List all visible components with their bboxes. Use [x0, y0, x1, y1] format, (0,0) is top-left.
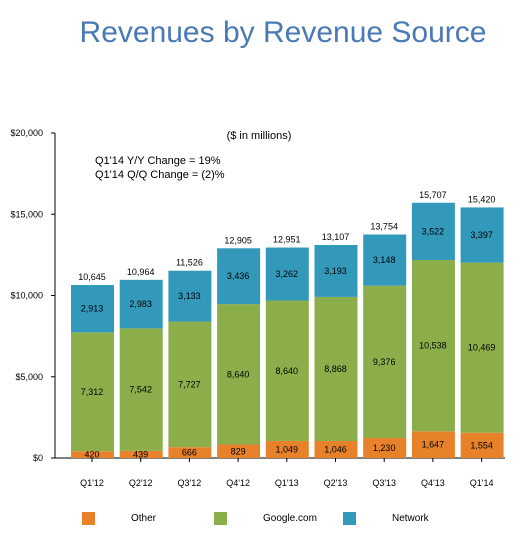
data-label: 3,148: [373, 255, 396, 265]
bar-segment-network: [265, 247, 309, 301]
data-label: 7,542: [129, 385, 152, 395]
bar-segment-network: [217, 248, 261, 305]
total-label: 12,905: [224, 235, 252, 245]
bar-segment-other: [314, 441, 358, 458]
bar-segment-google-com: [460, 262, 504, 433]
x-tick-label: Q2'12: [129, 478, 153, 488]
data-label: 10,469: [468, 343, 496, 353]
total-label: 10,964: [127, 267, 155, 277]
data-label: 1,230: [373, 443, 396, 453]
total-label: 10,645: [78, 272, 106, 282]
x-tick-label: Q3'13: [372, 478, 396, 488]
bar-segment-google-com: [411, 259, 455, 432]
legend-label-other: Other: [131, 513, 157, 524]
y-tick-label: $20,000: [10, 128, 43, 138]
data-label: 3,397: [470, 230, 493, 240]
data-label: 3,436: [227, 271, 250, 281]
x-tick-label: Q2'13: [324, 478, 348, 488]
bar-segment-network: [363, 234, 407, 286]
bar-segment-other: [363, 438, 407, 458]
legend-swatch-network: [343, 512, 356, 525]
data-label: 9,376: [373, 357, 396, 367]
data-label: 3,262: [276, 269, 299, 279]
bar-segment-google-com: [168, 321, 212, 448]
legend-item-google: Google.com: [214, 512, 317, 525]
annotation-yy-change: Q1'14 Y/Y Change = 19%: [95, 155, 221, 167]
y-tick-label: $0: [33, 453, 43, 463]
data-label: 2,913: [81, 304, 104, 314]
y-tick-label: $15,000: [10, 209, 43, 219]
bar-segment-google-com: [265, 300, 309, 441]
bar-segment-network: [71, 285, 114, 333]
legend-item-network: Network: [343, 512, 429, 525]
data-label: 666: [182, 448, 197, 458]
bar-segment-network: [168, 270, 212, 322]
data-label: 1,554: [470, 440, 493, 450]
legend-item-other: Other: [82, 512, 156, 525]
data-label: 3,133: [178, 291, 201, 301]
total-label: 13,107: [322, 232, 350, 242]
x-tick-label: Q3'12: [178, 478, 202, 488]
x-tick-label: Q4'12: [226, 478, 250, 488]
data-label: 1,049: [276, 444, 299, 454]
x-tick-label: Q4'13: [421, 478, 445, 488]
bar-segment-google-com: [363, 285, 407, 439]
bar-segment-other: [217, 444, 261, 458]
total-label: 11,526: [176, 258, 203, 268]
bar-segment-google-com: [217, 304, 261, 445]
y-tick-label: $10,000: [10, 291, 43, 301]
total-label: 12,951: [273, 235, 301, 245]
bar-segment-google-com: [71, 332, 114, 452]
data-label: 829: [231, 446, 246, 456]
bar-segment-other: [265, 440, 309, 458]
data-label: 8,640: [227, 369, 250, 379]
bar-segment-other: [168, 447, 212, 458]
data-label: 1,647: [422, 440, 445, 450]
data-label: 3,193: [324, 266, 347, 276]
data-label: 3,522: [422, 226, 445, 236]
x-tick-label: Q1'14: [470, 478, 494, 488]
chart-subtitle: ($ in millions): [227, 130, 292, 142]
page-title: Revenues by Revenue Source: [79, 16, 487, 49]
x-tick-label: Q1'12: [80, 478, 104, 488]
data-label: 10,538: [419, 341, 447, 351]
bar-segment-other: [119, 450, 163, 458]
data-label: 8,640: [276, 366, 299, 376]
bar-segment-network: [411, 202, 455, 260]
legend-label-google: Google.com: [263, 513, 317, 524]
x-tick-label: Q1'13: [275, 478, 299, 488]
bar-segment-network: [460, 207, 504, 263]
total-label: 13,754: [370, 221, 398, 231]
data-label: 439: [133, 449, 148, 459]
data-label: 1,046: [324, 445, 347, 455]
legend-swatch-other: [82, 512, 95, 525]
total-label: 15,420: [468, 194, 496, 204]
bar-segment-other: [71, 451, 114, 458]
annotation-qq-change: Q1'14 Q/Q Change = (2)%: [95, 169, 225, 181]
y-tick-label: $5,000: [15, 372, 43, 382]
data-label: 7,727: [178, 379, 201, 389]
bar-segment-google-com: [314, 296, 358, 442]
bar-segment-google-com: [119, 328, 163, 451]
bar-segment-network: [314, 245, 358, 297]
data-label: 8,868: [324, 364, 347, 374]
bar-segment-other: [411, 431, 455, 458]
data-label: 2,983: [129, 299, 152, 309]
legend: Other Google.com Network: [0, 512, 526, 532]
bar-segment-other: [460, 432, 504, 458]
data-label: 420: [84, 450, 99, 460]
data-label: 7,312: [81, 387, 104, 397]
legend-label-network: Network: [392, 513, 429, 524]
total-label: 15,707: [419, 190, 447, 200]
legend-swatch-google: [214, 512, 227, 525]
bar-segment-network: [119, 279, 163, 329]
